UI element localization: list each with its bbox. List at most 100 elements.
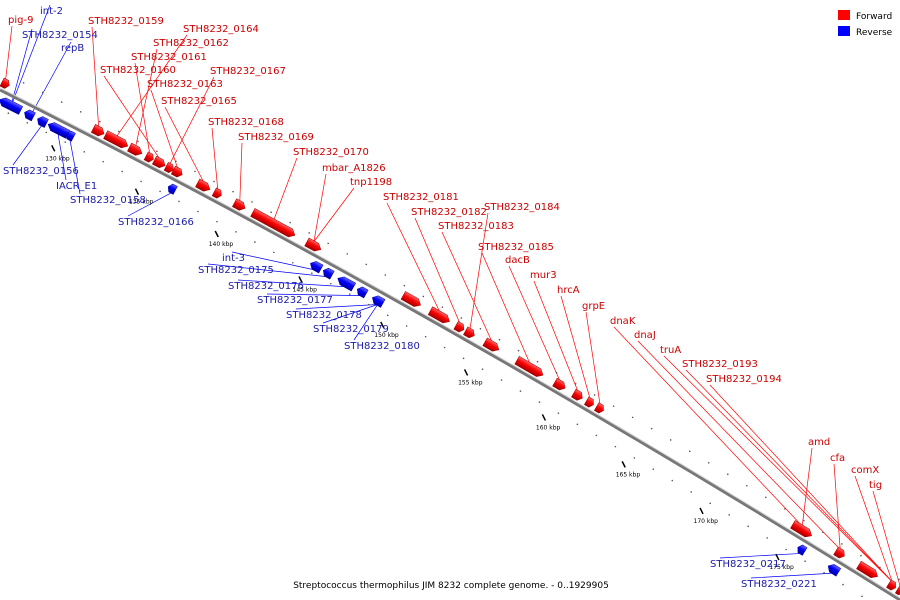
forward-gene[interactable] — [170, 165, 184, 179]
minor-tick — [595, 434, 598, 437]
forward-gene[interactable] — [453, 321, 466, 333]
forward-gene-label: STH8232_0181 — [383, 192, 459, 203]
forward-gene[interactable] — [90, 124, 106, 138]
minor-tick — [709, 502, 712, 505]
forward-gene[interactable] — [163, 162, 175, 174]
major-tick — [214, 230, 219, 238]
forward-gene-label: dacB — [505, 255, 530, 266]
reverse-gene-label: STH8232_0221 — [741, 579, 817, 590]
forward-gene-label: STH8232_0185 — [478, 242, 554, 253]
forward-gene[interactable] — [195, 178, 212, 194]
minor-tick — [273, 251, 275, 254]
minor-tick — [156, 150, 158, 153]
reverse-gene[interactable] — [46, 120, 71, 139]
minor-tick — [235, 231, 237, 233]
forward-gene-label: STH8232_0184 — [484, 202, 560, 213]
minor-tick — [329, 282, 332, 285]
forward-gene[interactable] — [886, 579, 898, 592]
minor-tick — [7, 112, 10, 115]
minor-tick — [498, 338, 501, 341]
minor-tick — [822, 531, 824, 534]
reverse-gene[interactable] — [370, 294, 386, 308]
forward-gene[interactable] — [571, 388, 584, 402]
minor-tick — [650, 427, 653, 430]
tick-label: 155 kbp — [458, 379, 483, 386]
forward-gene[interactable] — [143, 151, 155, 164]
reverse-gene[interactable] — [355, 285, 369, 299]
genes — [0, 77, 900, 596]
forward-gene[interactable] — [211, 187, 223, 200]
minor-tick — [879, 566, 881, 569]
reverse-gene[interactable] — [0, 96, 24, 115]
forward-gene[interactable] — [232, 198, 247, 213]
forward-gene[interactable] — [304, 237, 323, 254]
forward-gene[interactable] — [482, 337, 501, 354]
forward-gene[interactable] — [833, 546, 847, 560]
forward-gene[interactable] — [552, 377, 568, 392]
minor-tick — [327, 242, 329, 245]
legend-forward-swatch — [838, 10, 850, 20]
minor-tick — [726, 473, 729, 476]
reverse-gene[interactable] — [796, 544, 808, 556]
tick-label: 130 kbp — [45, 155, 70, 162]
forward-gene[interactable] — [583, 396, 595, 409]
forward-gene-label: amd — [808, 437, 830, 448]
forward-gene-label: STH8232_0182 — [411, 207, 487, 218]
label-leader-lines — [5, 4, 900, 587]
minor-tick — [500, 379, 503, 381]
reverse-gene-label: STH8232_0217 — [710, 559, 786, 570]
minor-tick — [576, 423, 579, 426]
reverse-gene[interactable] — [35, 115, 49, 128]
forward-gene[interactable] — [427, 306, 452, 326]
reverse-gene[interactable] — [321, 266, 335, 280]
forward-gene[interactable] — [400, 291, 423, 309]
major-tick — [621, 461, 626, 468]
tick-label: 135 kbp — [129, 199, 154, 206]
minor-tick — [860, 554, 862, 557]
minor-ticks — [7, 82, 900, 598]
major-tick — [298, 276, 303, 283]
minor-tick — [481, 368, 484, 370]
major-tick — [699, 507, 704, 515]
forward-gene[interactable] — [463, 326, 476, 340]
reverse-gene[interactable] — [22, 108, 36, 122]
reverse-gene[interactable] — [64, 130, 76, 142]
reverse-gene[interactable] — [308, 259, 324, 274]
minor-tick — [765, 496, 767, 499]
forward-gene[interactable] — [250, 208, 297, 239]
minor-tick — [83, 151, 86, 153]
forward-gene-label: dnaK — [610, 316, 636, 327]
minor-tick — [140, 180, 142, 183]
forward-gene[interactable] — [790, 520, 813, 539]
minor-tick — [688, 450, 691, 453]
forward-gene-label: STH8232_0163 — [147, 79, 223, 90]
forward-gene[interactable] — [103, 130, 130, 151]
minor-tick — [216, 220, 218, 223]
minor-tick — [614, 445, 617, 448]
forward-gene[interactable] — [514, 355, 545, 379]
minor-tick — [652, 468, 655, 470]
reverse-gene[interactable] — [336, 274, 357, 292]
forward-gene-label: STH8232_0164 — [183, 24, 259, 35]
forward-gene[interactable] — [151, 155, 167, 170]
major-tick — [775, 553, 780, 561]
forward-gene[interactable] — [127, 142, 144, 157]
minor-tick — [102, 160, 104, 163]
reverse-gene[interactable] — [826, 562, 842, 577]
forward-gene[interactable] — [0, 77, 11, 90]
reverse-gene-label: STH8232_0154 — [22, 30, 98, 41]
minor-tick — [79, 111, 82, 113]
minor-tick — [746, 484, 748, 487]
reverse-gene-label: STH8232_0158 — [70, 195, 146, 206]
minor-tick — [538, 401, 541, 403]
forward-gene[interactable] — [593, 402, 605, 415]
major-tick — [463, 369, 469, 376]
minor-tick — [386, 314, 389, 317]
tick-label: 145 kbp — [293, 287, 318, 294]
forward-gene[interactable] — [894, 584, 900, 596]
reverse-gene[interactable] — [166, 183, 178, 195]
minor-tick — [424, 335, 427, 338]
reverse-gene-label: STH8232_0178 — [286, 310, 362, 321]
forward-gene[interactable] — [856, 560, 880, 580]
minor-tick — [784, 508, 786, 510]
